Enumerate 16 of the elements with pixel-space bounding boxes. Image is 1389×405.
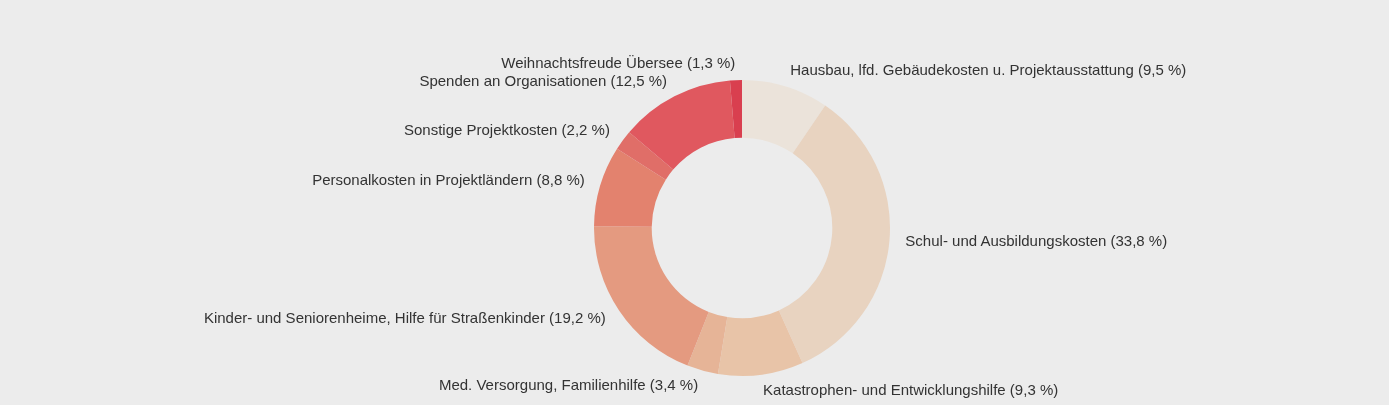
donut-slice (742, 80, 826, 154)
donut-slice (717, 310, 803, 376)
donut-slice (778, 105, 890, 364)
slice-label: Spenden an Organisationen (12,5 %) (419, 72, 668, 90)
slice-label: Kinder- und Seniorenheime, Hilfe für Straßenkinder (19,2 %) (203, 309, 606, 327)
slice-label: Personalkosten in Projektländern (8,8 %) (312, 171, 585, 189)
slice-label: Katastrophen- und Entwicklungshilfe (9,3 %) (763, 380, 1059, 398)
donut-slice (729, 80, 742, 139)
donut-slice (617, 132, 674, 180)
donut-slice (687, 311, 728, 375)
slice-label: Hausbau, lfd. Gebäudekosten u. Projektausstattung (9,5 %) (790, 61, 1187, 79)
slice-label: Med. Versorgung, Familienhilfe (3,4 %) (438, 376, 699, 394)
slice-label: Weihnachtsfreude Übersee (1,3 %) (501, 54, 736, 72)
donut-slice (594, 148, 666, 227)
slice-label: Schul- und Ausbildungskosten (33,8 %) (905, 232, 1168, 250)
slice-label: Sonstige Projektkosten (2,2 %) (403, 120, 610, 138)
